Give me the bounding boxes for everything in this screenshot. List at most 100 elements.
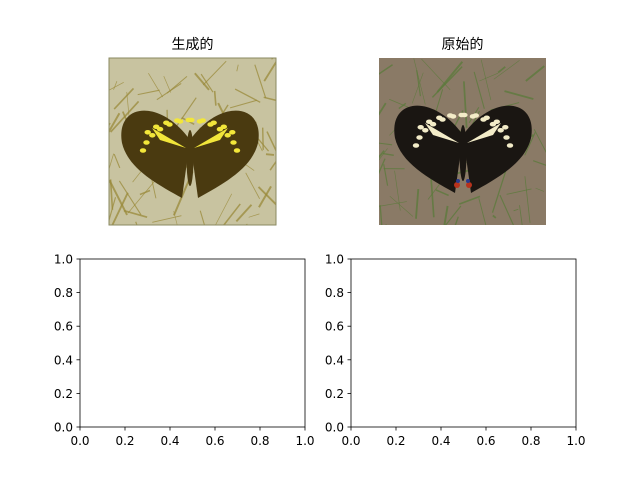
wing-spot <box>416 135 423 140</box>
wing-spot <box>139 148 147 153</box>
grass-stroke <box>215 193 233 225</box>
grass-stroke <box>235 204 253 223</box>
wing-spot <box>188 117 195 123</box>
wing-spot <box>220 124 227 130</box>
grass-stroke <box>379 102 387 116</box>
wing-eyespot-blue <box>466 179 470 183</box>
grass-stroke <box>118 180 142 216</box>
wing-spot <box>166 122 173 127</box>
grass-stroke <box>379 142 393 146</box>
x-tick-label: 0.2 <box>115 434 134 448</box>
wing-spot <box>417 125 424 130</box>
y-tick-label: 1.0 <box>325 253 344 267</box>
grass-stroke <box>257 186 276 206</box>
wing-spot <box>229 130 236 135</box>
x-tick-label: 0.4 <box>431 434 450 448</box>
x-tick-label: 1.0 <box>566 434 585 448</box>
grass-stroke <box>166 75 188 94</box>
grass-stroke <box>499 194 515 225</box>
grass-stroke <box>421 58 451 90</box>
wing-spot <box>439 117 446 122</box>
grass-stroke <box>389 195 414 217</box>
grass-stroke <box>109 179 128 216</box>
grass-stroke <box>139 189 151 196</box>
grass-stroke <box>379 158 386 175</box>
x-tick-label: 0.6 <box>476 434 495 448</box>
wing-spot <box>230 140 237 145</box>
wing-spot <box>497 128 504 133</box>
wing-spot <box>461 112 468 118</box>
wing-spot <box>176 119 184 124</box>
axes-frame <box>79 258 306 428</box>
grass-stroke <box>248 213 260 218</box>
wing-spot <box>503 135 510 140</box>
grass-stroke <box>109 197 117 223</box>
grass-stroke <box>379 64 393 75</box>
wing-spot <box>472 113 479 118</box>
grass-stroke <box>435 189 449 197</box>
right-wing <box>463 105 532 193</box>
grass-stroke <box>379 150 385 159</box>
wing-spot <box>483 115 490 121</box>
grass-stroke <box>471 110 480 126</box>
grass-stroke <box>379 205 383 225</box>
grass-stroke <box>229 99 258 109</box>
grass-stroke <box>263 60 276 82</box>
grass-stroke <box>127 180 156 214</box>
grass-stroke <box>258 185 272 208</box>
grass-stroke <box>194 72 210 91</box>
grass-stroke <box>123 209 148 218</box>
grass-stroke <box>163 75 172 93</box>
wing-spot <box>449 114 457 119</box>
wing-spot <box>502 125 509 130</box>
grass-stroke <box>254 64 267 99</box>
grass-stroke <box>394 170 401 211</box>
wing-spot <box>156 126 164 132</box>
wing-spot <box>412 143 420 148</box>
grass-stroke <box>135 221 138 225</box>
bottom-left-axes: 0.0 0.2 0.4 0.6 0.8 1.0 0.0 0.2 0.4 0.6 0.8 1.0 <box>54 253 315 449</box>
grass-stroke <box>413 58 426 105</box>
original-image-panel: 原始的 <box>379 37 546 225</box>
wing-spot <box>233 148 241 153</box>
x-tick-label: 0.8 <box>250 434 269 448</box>
wing-spot <box>199 118 206 123</box>
grass-stroke <box>234 88 261 103</box>
grass-stroke <box>513 208 519 212</box>
y-tick-label: 0.6 <box>325 320 344 334</box>
butterfly-body <box>459 125 467 181</box>
y-tick-label: 0.6 <box>54 320 73 334</box>
y-tick-label: 0.8 <box>325 286 344 300</box>
grass-stroke <box>398 102 407 110</box>
y-tick-label: 1.0 <box>54 253 73 267</box>
grass-stroke <box>533 129 546 153</box>
grass-stroke <box>113 153 121 169</box>
grass-stroke <box>261 127 264 150</box>
grass-stroke <box>506 188 532 195</box>
x-tick-label: 0.0 <box>341 434 360 448</box>
y-tick-label: 0.4 <box>54 353 73 367</box>
grass-stroke <box>263 96 276 102</box>
grass-stroke <box>109 153 114 171</box>
right-wing-band <box>467 123 501 143</box>
y-tick-label: 0.2 <box>54 387 73 401</box>
grass-stroke <box>222 203 241 225</box>
grass-stroke <box>524 176 531 223</box>
grass-stroke <box>113 81 118 90</box>
grass-stroke <box>109 82 124 91</box>
wing-spot <box>493 119 500 125</box>
grass-stroke <box>431 66 463 98</box>
wing-spot <box>429 121 437 127</box>
grass-stroke <box>458 195 481 205</box>
original-butterfly-image <box>379 58 546 225</box>
left-wing <box>394 105 463 193</box>
grass-stroke <box>415 189 420 219</box>
grass-stroke <box>245 172 261 199</box>
wing-eyespot-red <box>454 182 460 188</box>
wing-spot <box>224 133 231 138</box>
y-tick-label: 0.8 <box>54 286 73 300</box>
grass-stroke <box>531 134 534 138</box>
right-wing-band <box>194 128 228 148</box>
grass-stroke <box>202 60 227 86</box>
